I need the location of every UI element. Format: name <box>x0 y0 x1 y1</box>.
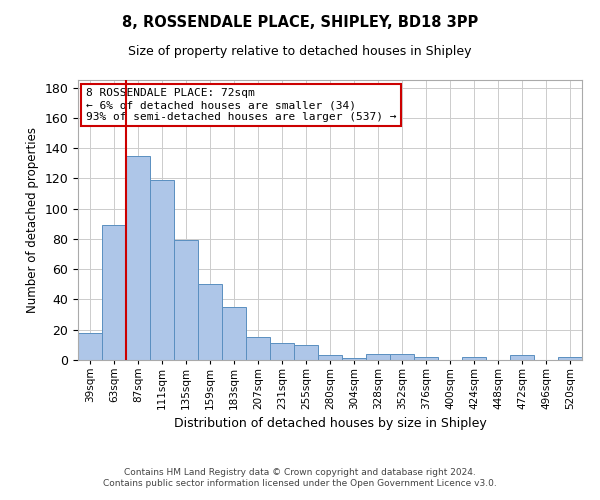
Bar <box>414 357 438 360</box>
X-axis label: Distribution of detached houses by size in Shipley: Distribution of detached houses by size … <box>173 418 487 430</box>
Bar <box>246 338 270 360</box>
Bar <box>126 156 150 360</box>
Text: 8, ROSSENDALE PLACE, SHIPLEY, BD18 3PP: 8, ROSSENDALE PLACE, SHIPLEY, BD18 3PP <box>122 15 478 30</box>
Bar <box>150 180 174 360</box>
Bar <box>294 345 318 360</box>
Bar <box>198 284 222 360</box>
Bar <box>510 356 534 360</box>
Bar <box>366 354 390 360</box>
Bar <box>318 356 342 360</box>
Text: 8 ROSSENDALE PLACE: 72sqm
← 6% of detached houses are smaller (34)
93% of semi-d: 8 ROSSENDALE PLACE: 72sqm ← 6% of detach… <box>86 88 396 122</box>
Bar <box>222 307 246 360</box>
Text: Size of property relative to detached houses in Shipley: Size of property relative to detached ho… <box>128 45 472 58</box>
Bar <box>102 226 126 360</box>
Bar <box>270 344 294 360</box>
Bar <box>390 354 414 360</box>
Bar <box>78 333 102 360</box>
Text: Contains HM Land Registry data © Crown copyright and database right 2024.
Contai: Contains HM Land Registry data © Crown c… <box>103 468 497 487</box>
Bar <box>342 358 366 360</box>
Bar <box>462 357 486 360</box>
Bar <box>174 240 198 360</box>
Bar <box>558 357 582 360</box>
Y-axis label: Number of detached properties: Number of detached properties <box>26 127 39 313</box>
